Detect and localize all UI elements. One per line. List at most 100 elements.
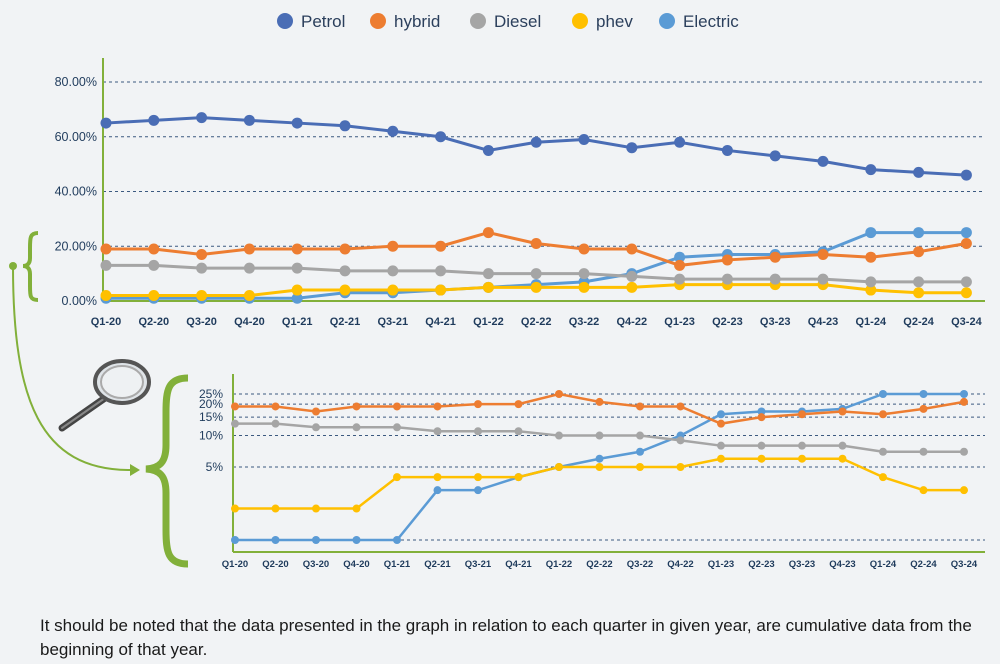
inset-x-tick-label: Q3-22 <box>627 559 653 570</box>
inset-data-point <box>798 454 806 463</box>
inset-data-point <box>636 447 644 456</box>
legend-label: hybrid <box>394 12 440 31</box>
inset-data-point <box>676 436 685 445</box>
inset-y-tick-label: 10% <box>199 429 223 443</box>
x-tick-label: Q2-21 <box>330 316 361 328</box>
inset-data-point <box>271 536 280 544</box>
data-point <box>387 284 399 296</box>
data-point <box>721 273 733 285</box>
inset-data-point <box>231 504 239 513</box>
data-point <box>913 166 925 178</box>
inset-x-tick-label: Q2-20 <box>262 559 288 570</box>
data-point <box>674 259 686 271</box>
inset-x-tick-label: Q2-24 <box>910 559 937 570</box>
data-point <box>865 284 877 296</box>
inset-data-point <box>919 404 928 413</box>
y-tick-label: 40.00% <box>55 185 97 199</box>
data-point <box>387 125 399 137</box>
inset-data-point <box>312 423 320 432</box>
inset-y-tick-label: 15% <box>199 410 223 424</box>
inset-data-point <box>352 536 361 544</box>
inset-x-tick-label: Q4-20 <box>343 559 369 570</box>
inset-x-tick-label: Q4-22 <box>667 559 693 570</box>
inset-x-tick-label: Q3-23 <box>789 559 815 570</box>
data-point <box>960 276 972 288</box>
inset-data-point <box>474 427 482 436</box>
inset-data-point <box>231 536 239 544</box>
legend-marker <box>370 13 386 29</box>
inset-data-point <box>960 447 968 456</box>
inset-data-point <box>879 390 887 398</box>
data-point <box>626 270 638 282</box>
data-point <box>913 246 925 258</box>
data-point <box>482 144 494 156</box>
data-point <box>626 243 638 255</box>
data-point <box>243 262 255 274</box>
inset-x-tick-label: Q2-21 <box>424 559 451 570</box>
x-tick-label: Q1-24 <box>856 316 887 328</box>
data-point <box>148 243 160 255</box>
data-point <box>769 251 781 263</box>
inset-data-point <box>514 400 523 409</box>
inset-data-point <box>352 402 361 411</box>
inset-data-point <box>717 454 725 463</box>
x-tick-label: Q3-22 <box>569 316 600 328</box>
inset-x-tick-label: Q1-21 <box>384 559 411 570</box>
data-point <box>674 136 686 148</box>
inset-x-tick-label: Q1-24 <box>870 559 897 570</box>
legend-label: Diesel <box>494 12 541 31</box>
data-point <box>291 243 303 255</box>
data-point <box>913 287 925 299</box>
data-point <box>387 240 399 252</box>
data-point <box>530 281 542 293</box>
x-tick-label: Q3-24 <box>951 316 982 328</box>
inset-data-point <box>879 473 887 482</box>
inset-chart: 5% 10% 15%20%25% Q1-20 Q2-20 Q3-20 Q4-20 Q1-21 Q… <box>199 374 985 570</box>
inset-data-point <box>879 410 887 419</box>
inset-data-point <box>312 504 320 513</box>
inset-data-point <box>393 402 401 411</box>
inset-data-point <box>393 423 401 432</box>
inset-data-point <box>960 390 968 398</box>
inset-data-point <box>757 441 766 450</box>
data-point <box>817 155 829 167</box>
inset-data-point <box>717 419 725 428</box>
data-point <box>148 259 160 271</box>
legend-label: Electric <box>683 12 739 31</box>
x-tick-label: Q1-22 <box>473 316 504 328</box>
inset-data-point <box>514 427 523 436</box>
data-point <box>291 262 303 274</box>
data-point <box>100 243 112 255</box>
data-point <box>817 248 829 260</box>
legend: Petrol hybrid Diesel phev Electric <box>277 12 739 31</box>
data-point <box>913 227 925 239</box>
inset-y-tick-label: 20% <box>199 397 223 411</box>
inset-data-point <box>433 486 442 495</box>
inset-data-point <box>717 441 725 450</box>
data-point <box>196 248 208 260</box>
inset-data-point <box>838 441 847 450</box>
inset-data-point <box>757 454 766 463</box>
x-tick-label: Q1-23 <box>664 316 695 328</box>
inset-data-point <box>433 473 442 482</box>
x-tick-label: Q2-23 <box>712 316 743 328</box>
inset-x-tick-label: Q3-24 <box>951 559 978 570</box>
data-point <box>674 273 686 285</box>
inset-data-point <box>717 410 725 419</box>
inset-x-tick-label: Q1-20 <box>222 559 248 570</box>
y-tick-label: 60.00% <box>55 130 97 144</box>
inset-data-point <box>838 407 847 416</box>
data-point <box>339 243 351 255</box>
inset-data-point <box>271 402 280 411</box>
arrowhead-icon <box>130 464 140 476</box>
data-point <box>196 290 208 302</box>
legend-label: phev <box>596 12 633 31</box>
data-point <box>817 273 829 285</box>
data-point <box>913 276 925 288</box>
legend-marker <box>277 13 293 29</box>
inset-y-tick-label: 25% <box>199 387 223 401</box>
inset-data-point <box>960 486 968 495</box>
data-point <box>339 265 351 277</box>
data-point <box>769 150 781 162</box>
inset-data-point <box>960 397 968 406</box>
